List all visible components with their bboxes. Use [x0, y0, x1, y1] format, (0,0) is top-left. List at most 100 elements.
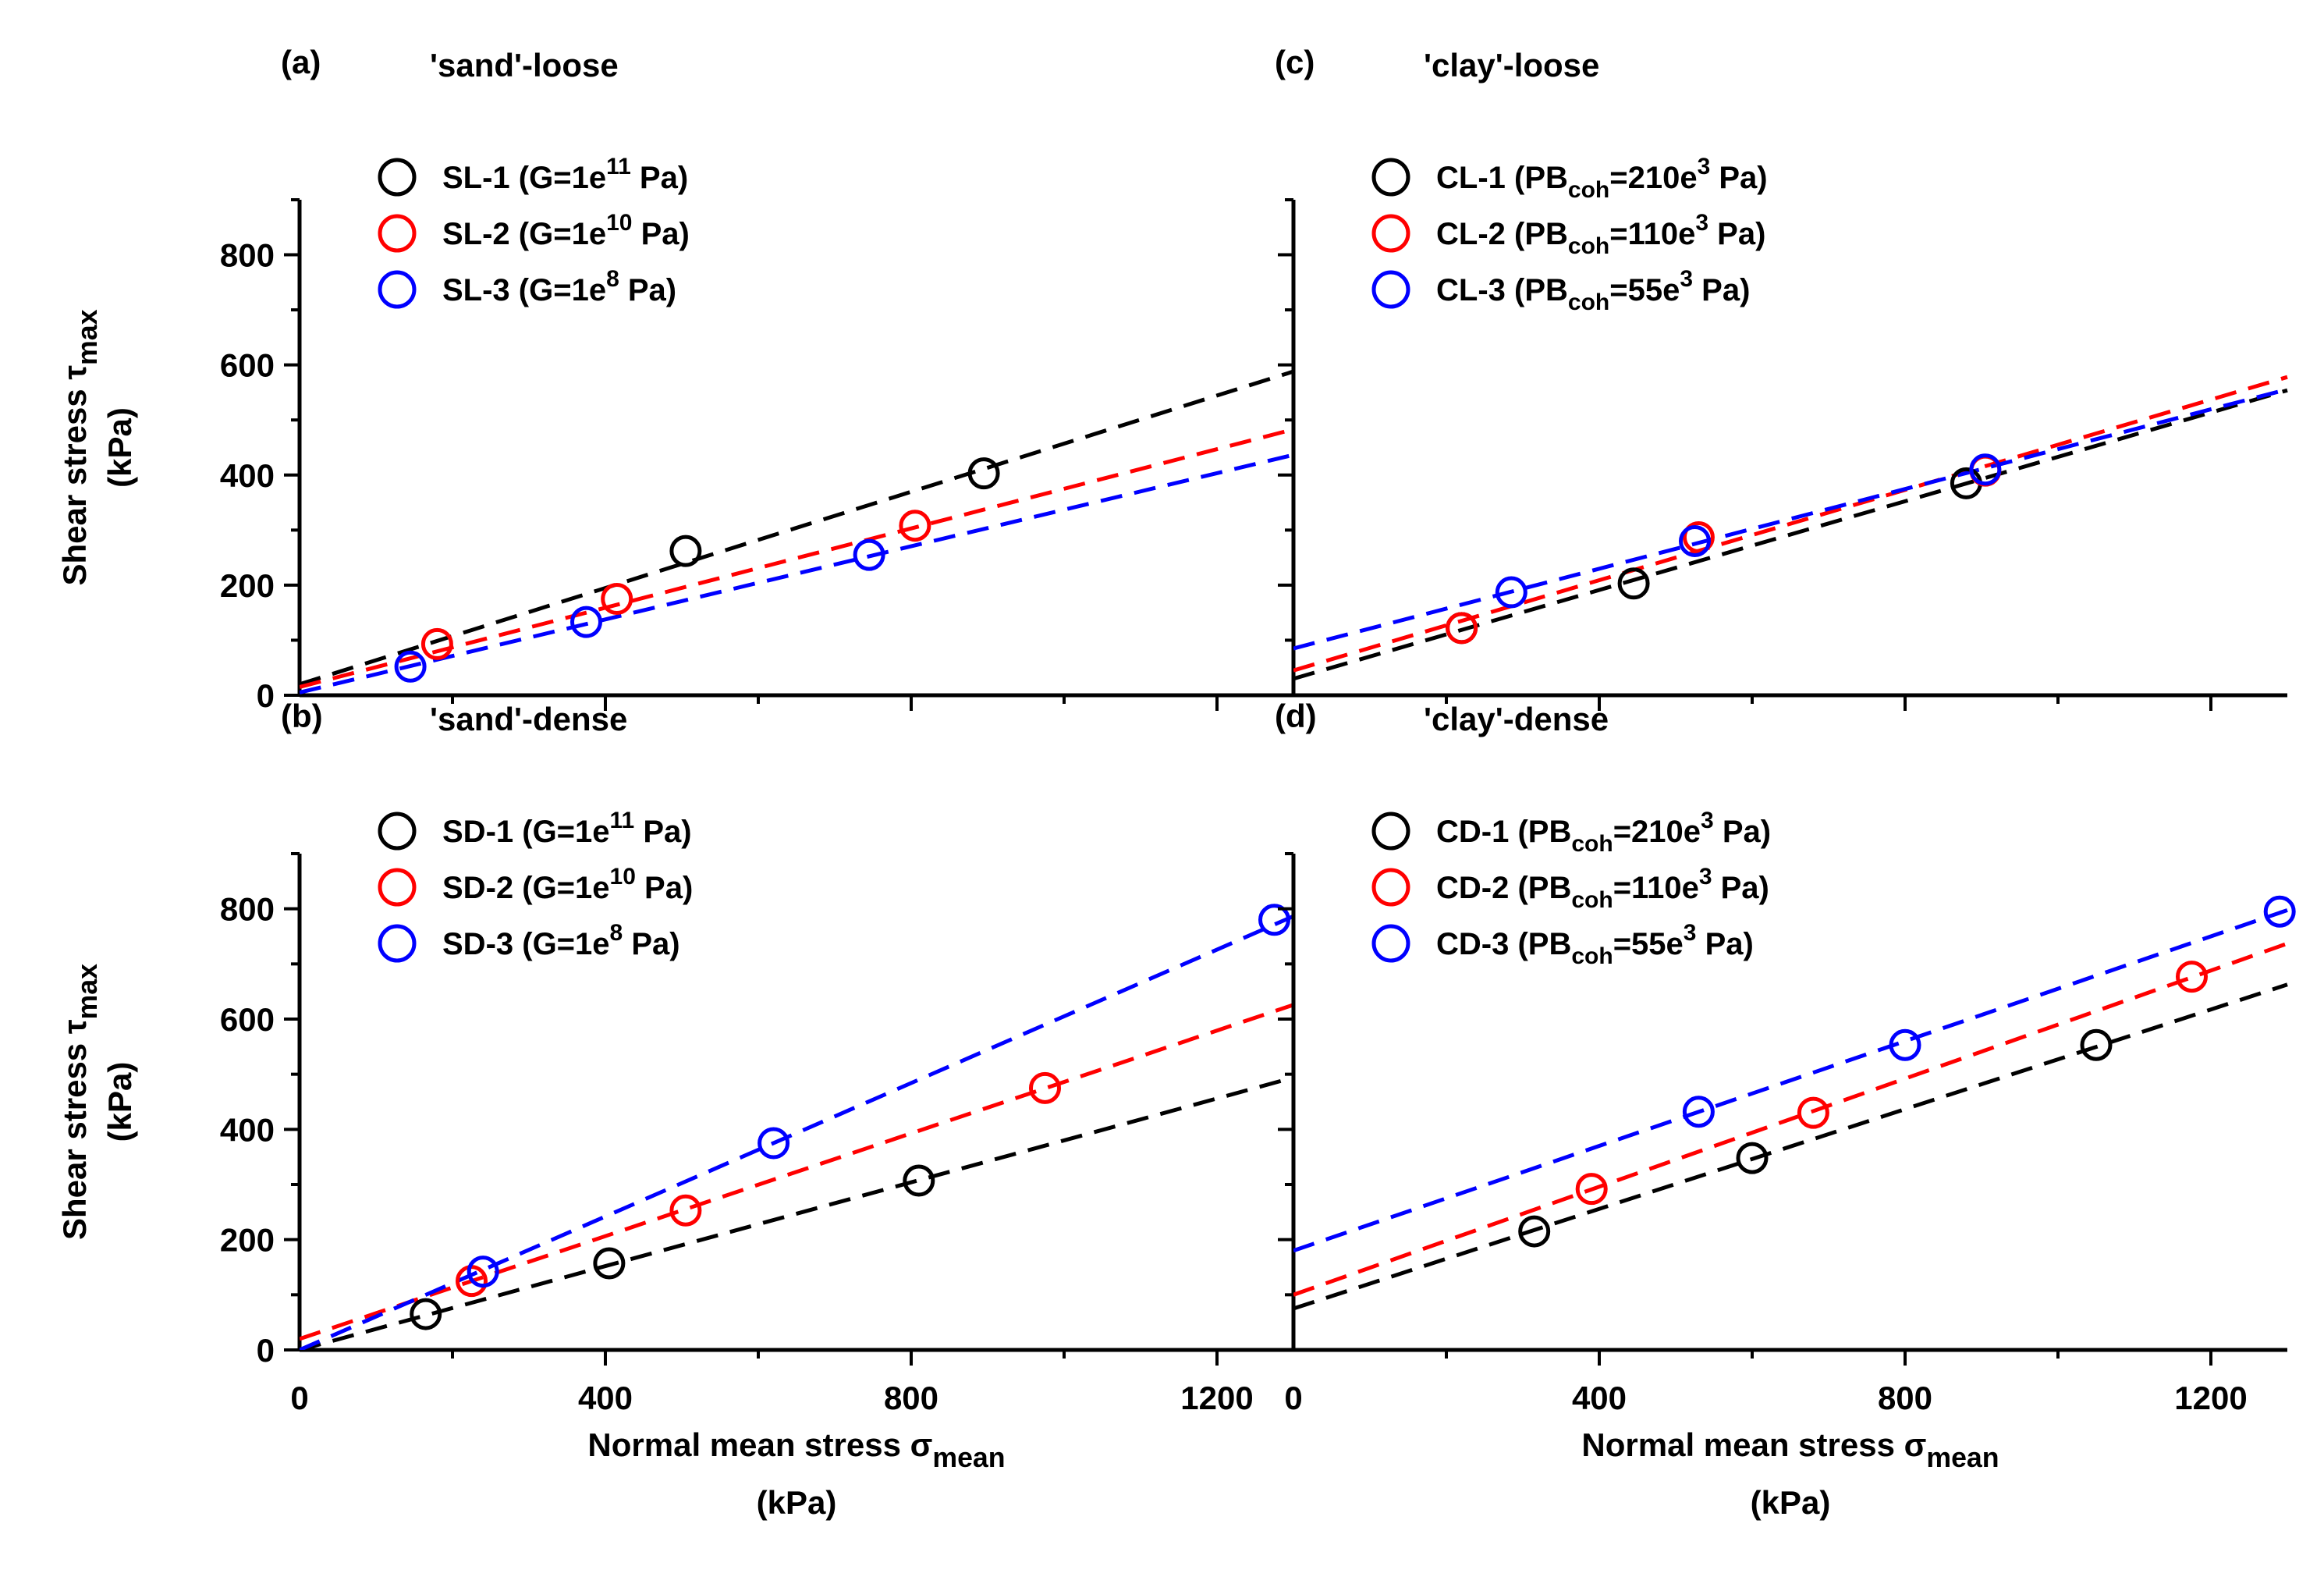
- legend-marker: [378, 868, 417, 907]
- data-point-sl-2: [420, 627, 453, 660]
- data-point-sd-3: [467, 1256, 499, 1288]
- legend-marker: [1371, 868, 1410, 907]
- data-point-cd-1: [1518, 1215, 1551, 1248]
- data-point-cl-1: [1617, 567, 1650, 600]
- y-tick-label: 200: [220, 567, 275, 604]
- y-axis-unit: (kPa): [101, 1062, 138, 1142]
- x-axis-label: Normal mean stress σmean: [1581, 1426, 1999, 1473]
- x-tick-label: 0: [290, 1380, 308, 1416]
- plot-area: [1293, 908, 2288, 1311]
- data-point-sd-2: [669, 1194, 702, 1227]
- data-point-cl-2: [1682, 521, 1715, 554]
- y-tick-label: 200: [220, 1222, 275, 1259]
- y-tick-label: 400: [220, 1111, 275, 1148]
- y-axis-label: Shear stress τmax: [56, 309, 103, 585]
- data-point-cd-3: [2263, 895, 2296, 928]
- chart-title: 'clay'-dense: [1424, 701, 1609, 737]
- legend-marker: [378, 812, 417, 851]
- legend: CL-1 (PBcoh=210e3 Pa) CL-2 (PBcoh=110e3 P…: [1371, 154, 1768, 315]
- data-point-sl-2: [899, 510, 931, 542]
- legend-entry: SL-3 (G=1e8 Pa): [442, 266, 676, 307]
- fit-line-sd-1: [300, 1075, 1294, 1350]
- data-point-sd-1: [593, 1247, 626, 1280]
- legend-marker: [1371, 812, 1410, 851]
- panel-label: (d): [1275, 698, 1317, 734]
- panel-label: (a): [281, 44, 321, 80]
- data-point-cd-3: [1889, 1028, 1921, 1061]
- legend-marker: [378, 270, 417, 309]
- chart-title: 'clay'-loose: [1424, 47, 1599, 83]
- data-point-sd-3: [1258, 904, 1290, 936]
- data-point-cl-3: [1495, 576, 1527, 609]
- data-point-sl-1: [669, 535, 702, 567]
- data-point-cl-3: [1969, 453, 2002, 486]
- x-tick-label: 1200: [1180, 1380, 1253, 1416]
- fit-line-cd-1: [1293, 982, 2288, 1311]
- x-tick-label: 0: [1284, 1380, 1302, 1416]
- legend-marker: [378, 924, 417, 963]
- data-point-sl-3: [394, 650, 427, 683]
- x-axis-label: Normal mean stress σmean: [587, 1426, 1005, 1473]
- data-point-sl-3: [853, 538, 885, 571]
- legend-entry: SD-2 (G=1e10 Pa): [442, 864, 693, 905]
- legend-entry: CL-3 (PBcoh=55e3 Pa): [1436, 266, 1750, 315]
- panel-d: (d) 'clay'-dense 0 400 800 1200 Normal mean st…: [1275, 698, 2296, 1521]
- legend-marker: [1371, 924, 1410, 963]
- legend: SL-1 (G=1e11 Pa) SL-2 (G=1e10 Pa) SL-3 (G=…: [378, 154, 690, 309]
- panel-label: (c): [1275, 44, 1315, 80]
- y-tick-label: 800: [220, 891, 275, 928]
- x-tick-label: 400: [578, 1380, 633, 1416]
- fit-line-cl-2: [1293, 375, 2288, 673]
- legend-entry: SL-2 (G=1e10 Pa): [442, 210, 690, 251]
- legend-entry: CL-1 (PBcoh=210e3 Pa): [1436, 154, 1768, 203]
- x-tick-label: 1200: [2174, 1380, 2247, 1416]
- fit-line-cl-1: [1293, 388, 2288, 681]
- data-point-sd-1: [903, 1164, 935, 1197]
- x-tick-label: 800: [884, 1380, 938, 1416]
- data-point-cd-2: [1797, 1096, 1829, 1129]
- legend-entry: CL-2 (PBcoh=110e3 Pa): [1436, 210, 1765, 259]
- data-point-sd-3: [758, 1127, 790, 1160]
- legend-marker: [378, 158, 417, 197]
- y-tick-label: 600: [220, 347, 275, 384]
- x-tick-label: 800: [1878, 1380, 1932, 1416]
- fit-line-cd-2: [1293, 941, 2288, 1297]
- legend-entry: CD-3 (PBcoh=55e3 Pa): [1436, 920, 1754, 969]
- y-axis-label: Shear stress τmax: [56, 964, 103, 1240]
- legend-marker: [1371, 270, 1410, 309]
- data-point-cd-1: [1736, 1142, 1769, 1174]
- fit-line-cd-3: [1293, 908, 2288, 1253]
- plot-area: [300, 914, 1294, 1350]
- data-point-cd-1: [2080, 1028, 2113, 1061]
- fit-line-sl-1: [300, 369, 1294, 687]
- data-point-sd-2: [1029, 1071, 1061, 1104]
- legend-marker: [1371, 158, 1410, 197]
- legend-marker: [378, 214, 417, 253]
- data-point-sd-1: [410, 1298, 442, 1330]
- data-point-sl-3: [570, 606, 602, 638]
- fit-line-sd-3: [300, 914, 1294, 1350]
- legend-entry: SD-3 (G=1e8 Pa): [442, 920, 680, 961]
- fit-line-sd-2: [300, 1003, 1294, 1341]
- y-axis-unit: (kPa): [101, 407, 138, 488]
- x-axis-unit: (kPa): [757, 1484, 837, 1521]
- x-axis-unit: (kPa): [1751, 1484, 1831, 1521]
- panel-a: (a) 'sand'-loose 0 200 400 600 800 Shear stress…: [56, 44, 1294, 714]
- legend-entry: SL-1 (G=1e11 Pa): [442, 154, 688, 195]
- data-point-cl-2: [1446, 612, 1478, 645]
- legend-marker: [1371, 214, 1410, 253]
- chart-title: 'sand'-loose: [430, 47, 619, 83]
- plot-area: [300, 369, 1294, 694]
- y-tick-label: 0: [257, 1332, 275, 1369]
- panel-c: (c) 'clay'-loose CL-1 (PBcoh=210e3 Pa) CL-2…: [1275, 44, 2288, 711]
- legend: SD-1 (G=1e11 Pa) SD-2 (G=1e10 Pa) SD-3 (G=…: [378, 808, 693, 963]
- chart-title: 'sand'-dense: [430, 701, 627, 737]
- x-tick-label: 400: [1572, 1380, 1627, 1416]
- data-point-sl-1: [967, 457, 1000, 490]
- panel-b: (b) 'sand'-dense 0 200 400 600 800 0 400 800 1200 S…: [56, 698, 1294, 1521]
- data-point-cl-3: [1679, 524, 1711, 557]
- data-point-sl-2: [601, 583, 633, 616]
- legend-entry: CD-1 (PBcoh=210e3 Pa): [1436, 808, 1771, 857]
- y-tick-label: 800: [220, 237, 275, 274]
